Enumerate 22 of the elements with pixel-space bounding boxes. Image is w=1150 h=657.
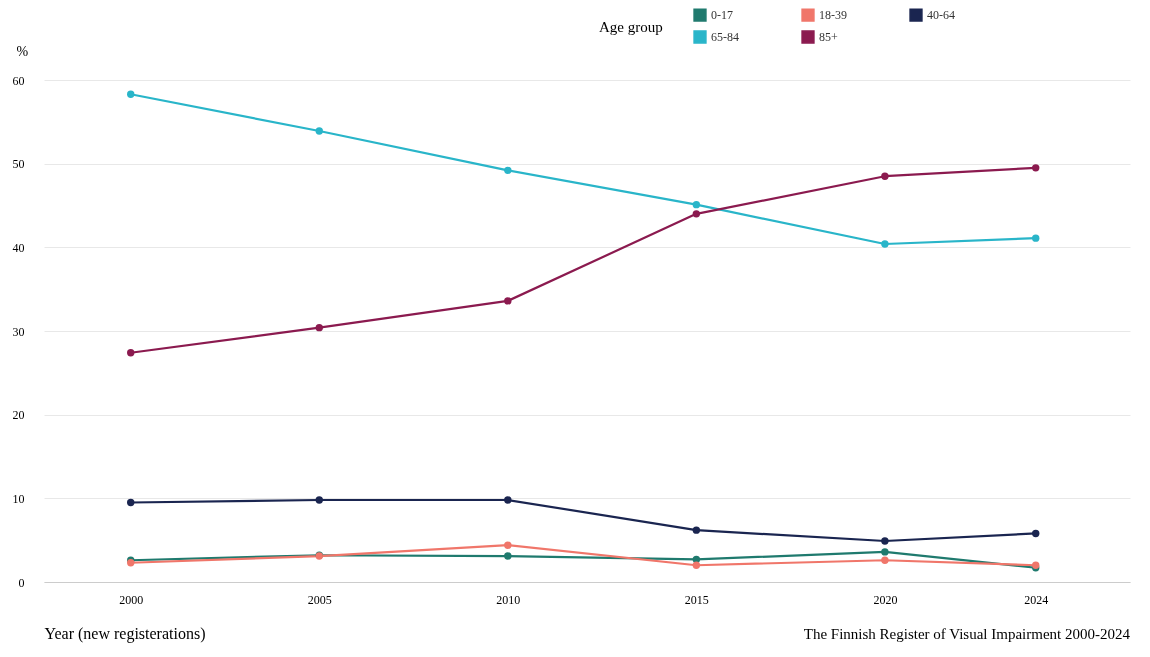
legend-label: 85+ — [819, 30, 838, 44]
legend-title: Age group — [599, 19, 663, 35]
legend-label: 18-39 — [819, 8, 847, 23]
y-tick-label: 0 — [18, 575, 25, 590]
y-tick-label: 10 — [12, 491, 25, 506]
x-axis-title: Year (new registerations) — [44, 624, 206, 643]
y-axis-title: % — [16, 43, 29, 59]
text: The Finnish Register of Visual Impairment 2000-2024 — [803, 626, 1131, 642]
x-tick-label: 2015 — [684, 592, 709, 607]
x-tick-label: 2010 — [496, 592, 521, 607]
legend-label: 40-64 — [927, 8, 955, 23]
x-tick-label: 2005 — [307, 592, 332, 607]
y-tick-label: 40 — [12, 240, 25, 255]
x-tick-label: 2020 — [873, 592, 898, 607]
x-tick-label: 2000 — [119, 592, 144, 607]
y-tick-label: 50 — [12, 157, 25, 172]
legend-label: 65-84 — [711, 30, 739, 44]
x-tick-label: 2024 — [1024, 592, 1049, 607]
y-tick-label: 60 — [12, 73, 25, 88]
y-tick-label: 20 — [12, 408, 25, 423]
y-tick-label: 30 — [12, 324, 25, 339]
legend-label: 0-17 — [711, 8, 733, 23]
